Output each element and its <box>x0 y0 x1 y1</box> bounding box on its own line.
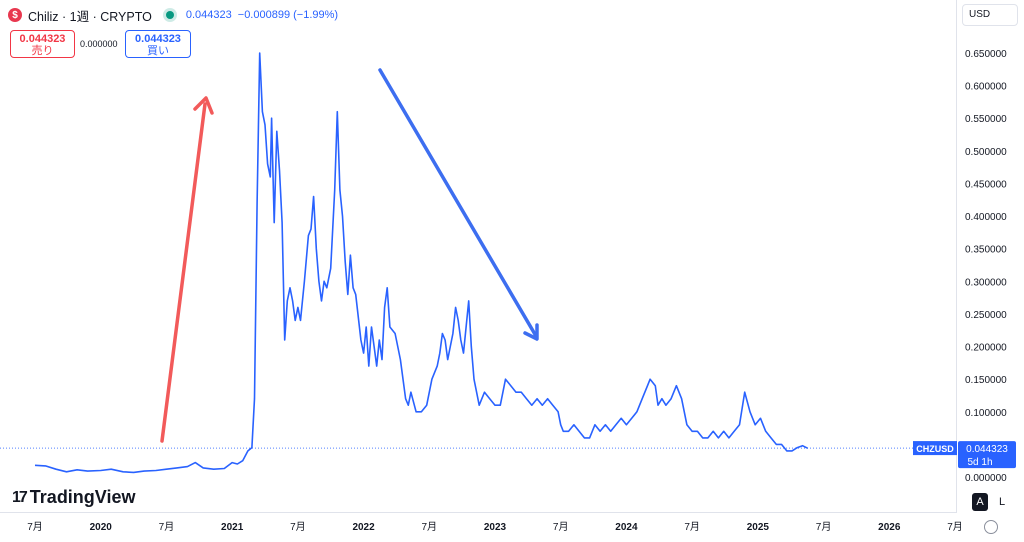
scale-buttons: A L <box>972 493 1010 511</box>
x-tick-label: 2020 <box>90 522 113 533</box>
x-tick-label: 7月 <box>290 521 306 533</box>
last-value-tag <box>958 441 1016 469</box>
y-tick-label: 0.350000 <box>965 245 1007 256</box>
y-tick-label: 0.300000 <box>965 277 1007 288</box>
price-change: −0.000899 (−1.99%) <box>237 9 339 21</box>
x-tick-label: 7月 <box>27 521 43 533</box>
x-tick-label: 7月 <box>947 521 963 533</box>
buy-button[interactable]: 0.044323 買い <box>125 30 191 58</box>
y-tick-label: 0.250000 <box>965 310 1007 321</box>
chart-pane[interactable] <box>0 0 957 513</box>
buy-label: 買い <box>147 45 169 57</box>
spread-value: 0.000000 <box>80 39 118 49</box>
x-tick-label: 7月 <box>159 521 175 533</box>
x-tick-label: 2025 <box>747 522 770 533</box>
y-tick-label: 0.600000 <box>965 82 1007 93</box>
uptrend-arrow-line <box>160 102 207 443</box>
tradingview-logo[interactable]: 17 TradingView <box>12 487 136 508</box>
brand-name: TradingView <box>29 487 136 507</box>
countdown-label: 5d 1h <box>967 457 992 468</box>
last-price: 0.044323 <box>185 9 232 21</box>
x-tick-label: 2021 <box>221 522 244 533</box>
y-tick-label: 0.450000 <box>965 179 1007 190</box>
x-tick-label: 2022 <box>352 522 375 533</box>
x-tick-label: 7月 <box>422 521 438 533</box>
uptrend-arrow-head <box>193 96 214 115</box>
x-tick-label: 2023 <box>484 522 507 533</box>
downtrend-arrow-head <box>523 323 539 341</box>
x-tick-label: 7月 <box>684 521 700 533</box>
downtrend-arrow-line <box>378 68 538 338</box>
log-scale-button[interactable]: L <box>998 496 1006 508</box>
y-tick-label: 0.650000 <box>965 49 1007 60</box>
x-tick-label: 2024 <box>615 522 638 533</box>
y-tick-label: 0.000000 <box>965 473 1007 484</box>
x-tick-label: 7月 <box>816 521 832 533</box>
chzusd-price-line[interactable] <box>34 52 809 474</box>
settings-icon[interactable] <box>984 520 998 534</box>
y-tick-label: 0.400000 <box>965 212 1007 223</box>
x-tick-label: 7月 <box>553 521 569 533</box>
symbol-tag <box>913 441 957 456</box>
symbol-title[interactable]: Chiliz · 1週 · CRYPTO <box>28 9 152 24</box>
last-value-label: 0.044323 <box>966 444 1008 455</box>
auto-scale-button[interactable]: A <box>972 493 988 511</box>
tv-logo-icon: 17 <box>12 488 28 506</box>
y-tick-label: 0.150000 <box>965 375 1007 386</box>
sell-price: 0.044323 <box>19 33 66 45</box>
symbol-tag-label: CHZUSD <box>916 444 954 454</box>
buy-price: 0.044323 <box>135 33 181 45</box>
sell-button[interactable]: 0.044323 売り <box>10 30 75 58</box>
currency-select[interactable]: USD <box>962 4 1018 26</box>
y-tick-label: 0.500000 <box>965 147 1007 158</box>
symbol-header: $ Chiliz · 1週 · CRYPTO 0.044323 −0.00089… <box>8 6 338 24</box>
y-tick-label: 0.100000 <box>965 408 1007 419</box>
y-tick-label: 0.550000 <box>965 114 1007 125</box>
x-tick-label: 2026 <box>878 522 901 533</box>
sell-label: 売り <box>31 45 54 57</box>
market-open-icon <box>165 11 174 19</box>
y-tick-label: 0.200000 <box>965 343 1007 354</box>
chiliz-logo-icon: $ <box>8 8 22 22</box>
